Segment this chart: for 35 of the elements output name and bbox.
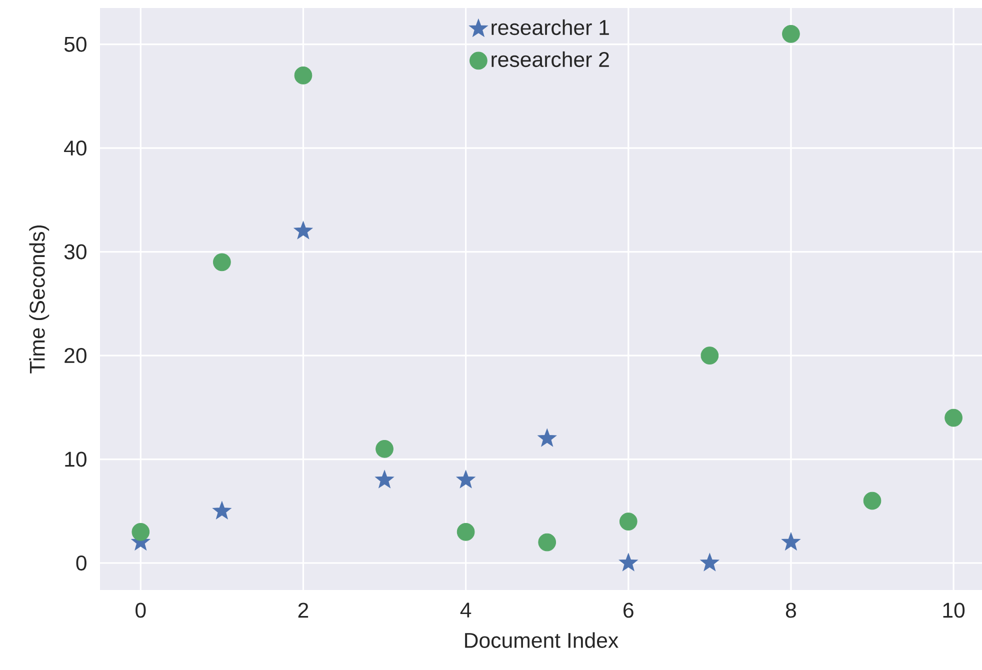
x-tick-label: 6	[624, 602, 634, 618]
point	[782, 24, 800, 43]
point	[294, 221, 313, 240]
point	[700, 346, 719, 364]
legend-label: researcher 2	[492, 51, 609, 68]
x-tick-label: 2	[298, 602, 308, 618]
point	[863, 492, 882, 510]
y-axis-title: Time (Seconds)	[29, 225, 50, 374]
point	[456, 470, 476, 488]
y-tick-label: 50	[64, 36, 86, 52]
y-tick-label: 40	[64, 140, 86, 156]
y-tick-label: 10	[65, 452, 86, 467]
y-tick-label: 0	[76, 555, 86, 571]
point	[538, 428, 556, 447]
point	[538, 533, 556, 552]
legend-label: researcher 1	[492, 19, 609, 36]
point	[294, 66, 312, 84]
point	[376, 440, 394, 458]
point	[132, 522, 150, 541]
x-tick-label: 0	[136, 602, 146, 618]
point	[213, 253, 231, 272]
x-tick-label: 10	[943, 602, 965, 618]
x-axis-title: Document Index	[465, 632, 618, 648]
point	[618, 553, 638, 572]
x-tick-label: 8	[786, 602, 796, 618]
point	[375, 470, 394, 488]
point	[619, 512, 638, 530]
point	[212, 501, 232, 520]
x-tick-label: 4	[460, 602, 472, 618]
point	[782, 532, 800, 550]
y-tick-label: 30	[64, 244, 86, 260]
point	[944, 408, 962, 427]
point	[456, 522, 475, 541]
y-tick-label: 20	[64, 348, 86, 364]
point	[700, 553, 720, 572]
